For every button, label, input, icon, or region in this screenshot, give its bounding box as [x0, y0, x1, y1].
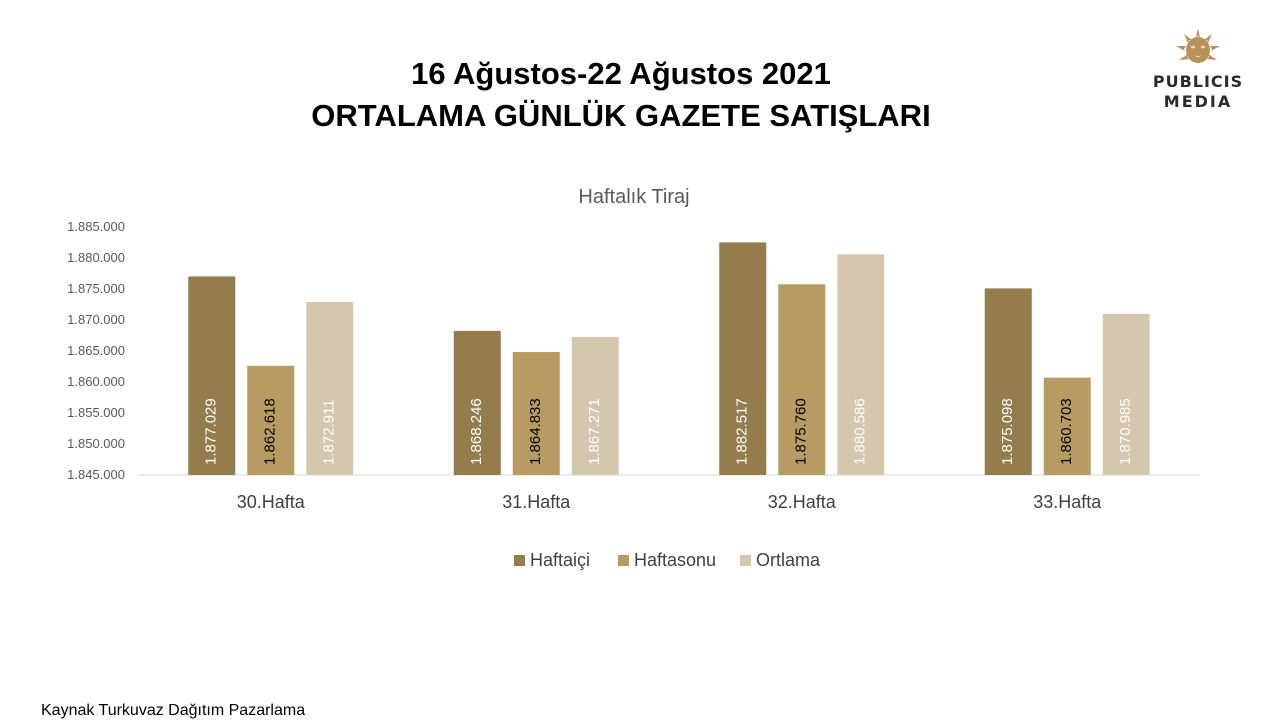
page-title: 16 Ağustos-22 Ağustos 2021 [411, 56, 831, 91]
legend-label: Haftasonu [634, 550, 716, 570]
x-tick-label: 33.Hafta [1033, 492, 1102, 512]
bar [247, 365, 295, 475]
logo-text-publicis: PUBLICIS [1152, 72, 1244, 91]
y-tick-label: 1.885.000 [67, 219, 125, 234]
bar-data-label: 1.880.586 [852, 398, 869, 465]
y-tick-label: 1.845.000 [67, 467, 125, 482]
y-tick-label: 1.860.000 [67, 374, 125, 389]
x-tick-label: 30.Hafta [237, 492, 306, 512]
publicis-media-logo: PUBLICIS MEDIA [1150, 24, 1246, 114]
page-subtitle: ORTALAMA GÜNLÜK GAZETE SATIŞLARI [311, 98, 931, 133]
source-note: Kaynak Turkuvaz Dağıtım Pazarlama [41, 702, 306, 719]
legend-swatch [618, 555, 629, 566]
bar-data-label: 1.870.985 [1117, 398, 1134, 465]
bar-data-label: 1.872.911 [321, 399, 338, 465]
legend-swatch [740, 555, 751, 566]
bar [306, 301, 354, 475]
bar-data-label: 1.862.618 [262, 398, 279, 465]
x-tick-label: 31.Hafta [502, 492, 571, 512]
logo-text-media: MEDIA [1163, 92, 1233, 111]
y-tick-label: 1.875.000 [67, 281, 125, 296]
y-tick-label: 1.855.000 [67, 405, 125, 420]
chart-title: Haftalık Tiraj [578, 186, 689, 208]
legend-swatch [514, 555, 525, 566]
bar [512, 352, 560, 475]
bar [719, 242, 767, 475]
bar-data-label: 1.860.703 [1058, 398, 1075, 465]
bar-data-label: 1.877.029 [203, 398, 220, 465]
y-tick-label: 1.865.000 [67, 343, 125, 358]
bar-data-label: 1.867.271 [586, 398, 603, 465]
lion-head-icon [1176, 28, 1220, 63]
bar-chart: Haftalık Tiraj 1.885.000 1.880.000 1.875.00… [67, 186, 1200, 570]
bar [837, 254, 885, 475]
bar-data-label: 1.875.098 [999, 398, 1016, 465]
bar-data-label: 1.875.760 [793, 398, 810, 465]
bar [1102, 313, 1150, 475]
bar [984, 288, 1032, 475]
y-tick-label: 1.880.000 [67, 250, 125, 265]
bar [571, 336, 619, 475]
legend-label: Ortlama [756, 550, 821, 570]
bar [453, 330, 501, 475]
bar [778, 284, 826, 475]
bar-data-label: 1.868.246 [468, 398, 485, 465]
y-tick-label: 1.870.000 [67, 312, 125, 327]
bar [188, 276, 236, 475]
bar-data-label: 1.882.517 [734, 398, 751, 465]
legend-label: Haftaiçi [530, 550, 590, 570]
bar [1043, 377, 1091, 475]
bar-data-label: 1.864.833 [527, 398, 544, 465]
y-tick-label: 1.850.000 [67, 436, 125, 451]
x-tick-label: 32.Hafta [768, 492, 837, 512]
